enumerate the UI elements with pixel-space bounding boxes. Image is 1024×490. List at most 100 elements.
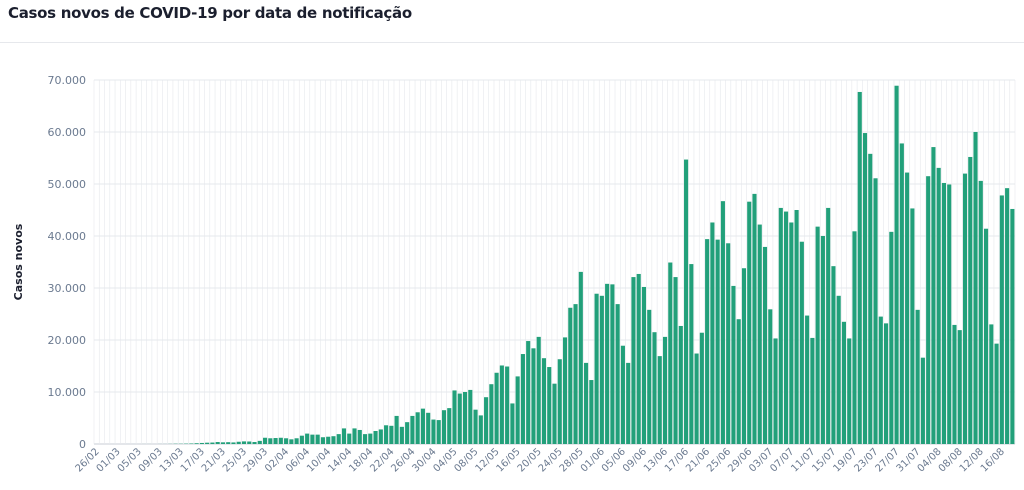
bar[interactable] [826,207,831,444]
bar[interactable] [541,358,547,444]
bar[interactable] [694,353,699,444]
bar[interactable] [926,176,931,444]
bar[interactable] [420,408,425,444]
bar[interactable] [615,304,620,444]
bar[interactable] [352,428,357,444]
bar[interactable] [736,319,741,444]
bar[interactable] [862,133,868,445]
bar[interactable] [305,433,310,444]
bar[interactable] [515,376,520,444]
bar[interactable] [626,362,631,444]
bar[interactable] [857,91,862,445]
bar[interactable] [547,367,552,444]
bar[interactable] [678,325,683,444]
bar[interactable] [905,172,910,444]
bar[interactable] [931,147,936,444]
bar[interactable] [268,438,273,444]
bar[interactable] [920,357,925,444]
bar[interactable] [810,337,815,444]
bar[interactable] [731,285,736,444]
bar[interactable] [273,438,278,444]
bar[interactable] [578,271,583,444]
bar[interactable] [631,277,636,444]
bar[interactable] [484,397,489,444]
bar[interactable] [805,315,810,444]
bar[interactable] [347,433,352,444]
bar[interactable] [673,277,678,444]
bar[interactable] [757,224,762,444]
bar[interactable] [768,309,773,444]
bar[interactable] [778,207,783,444]
bar[interactable] [789,222,794,444]
bar[interactable] [936,167,941,444]
bar[interactable] [494,372,499,444]
bar[interactable] [820,236,825,444]
bar[interactable] [705,239,710,444]
bar[interactable] [815,226,820,444]
bar[interactable] [873,178,878,444]
bar[interactable] [726,243,731,444]
bar[interactable] [389,425,394,444]
bar[interactable] [220,442,225,444]
bar[interactable] [205,442,210,444]
bar[interactable] [752,193,757,444]
bar[interactable] [915,309,920,444]
bar[interactable] [610,284,615,444]
bar[interactable] [889,231,894,444]
bar[interactable] [684,159,689,444]
bar[interactable] [384,425,389,444]
bar[interactable] [478,415,483,444]
bar[interactable] [473,409,478,444]
bar[interactable] [647,309,652,444]
bar[interactable] [452,390,457,444]
bar[interactable] [584,362,589,444]
bar[interactable] [741,268,747,444]
bar[interactable] [952,324,957,444]
bar[interactable] [284,438,289,444]
bar[interactable] [373,431,378,444]
bar[interactable] [652,332,657,444]
bar[interactable] [210,442,215,444]
bar[interactable] [773,338,778,444]
bar[interactable] [1005,188,1010,444]
bar[interactable] [415,412,420,444]
bar[interactable] [720,201,725,444]
bar[interactable] [657,356,662,444]
bar[interactable] [884,323,889,444]
bar[interactable] [978,180,983,444]
bar[interactable] [299,435,304,444]
bar[interactable] [231,442,236,444]
bar[interactable] [410,415,415,444]
bar[interactable] [1010,208,1015,444]
bar[interactable] [320,437,325,444]
bar[interactable] [257,440,262,444]
bar[interactable] [526,341,531,444]
bar[interactable] [689,264,694,444]
bar[interactable] [399,426,404,444]
bar[interactable] [973,132,978,444]
bar[interactable] [510,403,515,444]
bar[interactable] [568,307,573,444]
bar[interactable] [289,439,294,444]
bar[interactable] [994,343,999,444]
bar[interactable] [378,429,383,444]
bar[interactable] [868,153,873,444]
bar[interactable] [899,143,904,444]
bar[interactable] [962,173,968,444]
bar[interactable] [999,195,1004,444]
bar[interactable] [331,436,336,444]
bar[interactable] [747,201,752,444]
bar[interactable] [236,441,241,444]
bar[interactable] [847,338,852,444]
bar[interactable] [841,321,847,444]
bar[interactable] [878,316,883,444]
bar[interactable] [852,231,857,444]
bar[interactable] [910,208,915,444]
bar[interactable] [957,330,962,444]
bar[interactable] [405,422,410,444]
bar[interactable] [194,443,199,444]
bar[interactable] [368,433,373,444]
bar[interactable] [520,354,525,444]
bar[interactable] [394,415,399,444]
bar[interactable] [989,324,994,444]
